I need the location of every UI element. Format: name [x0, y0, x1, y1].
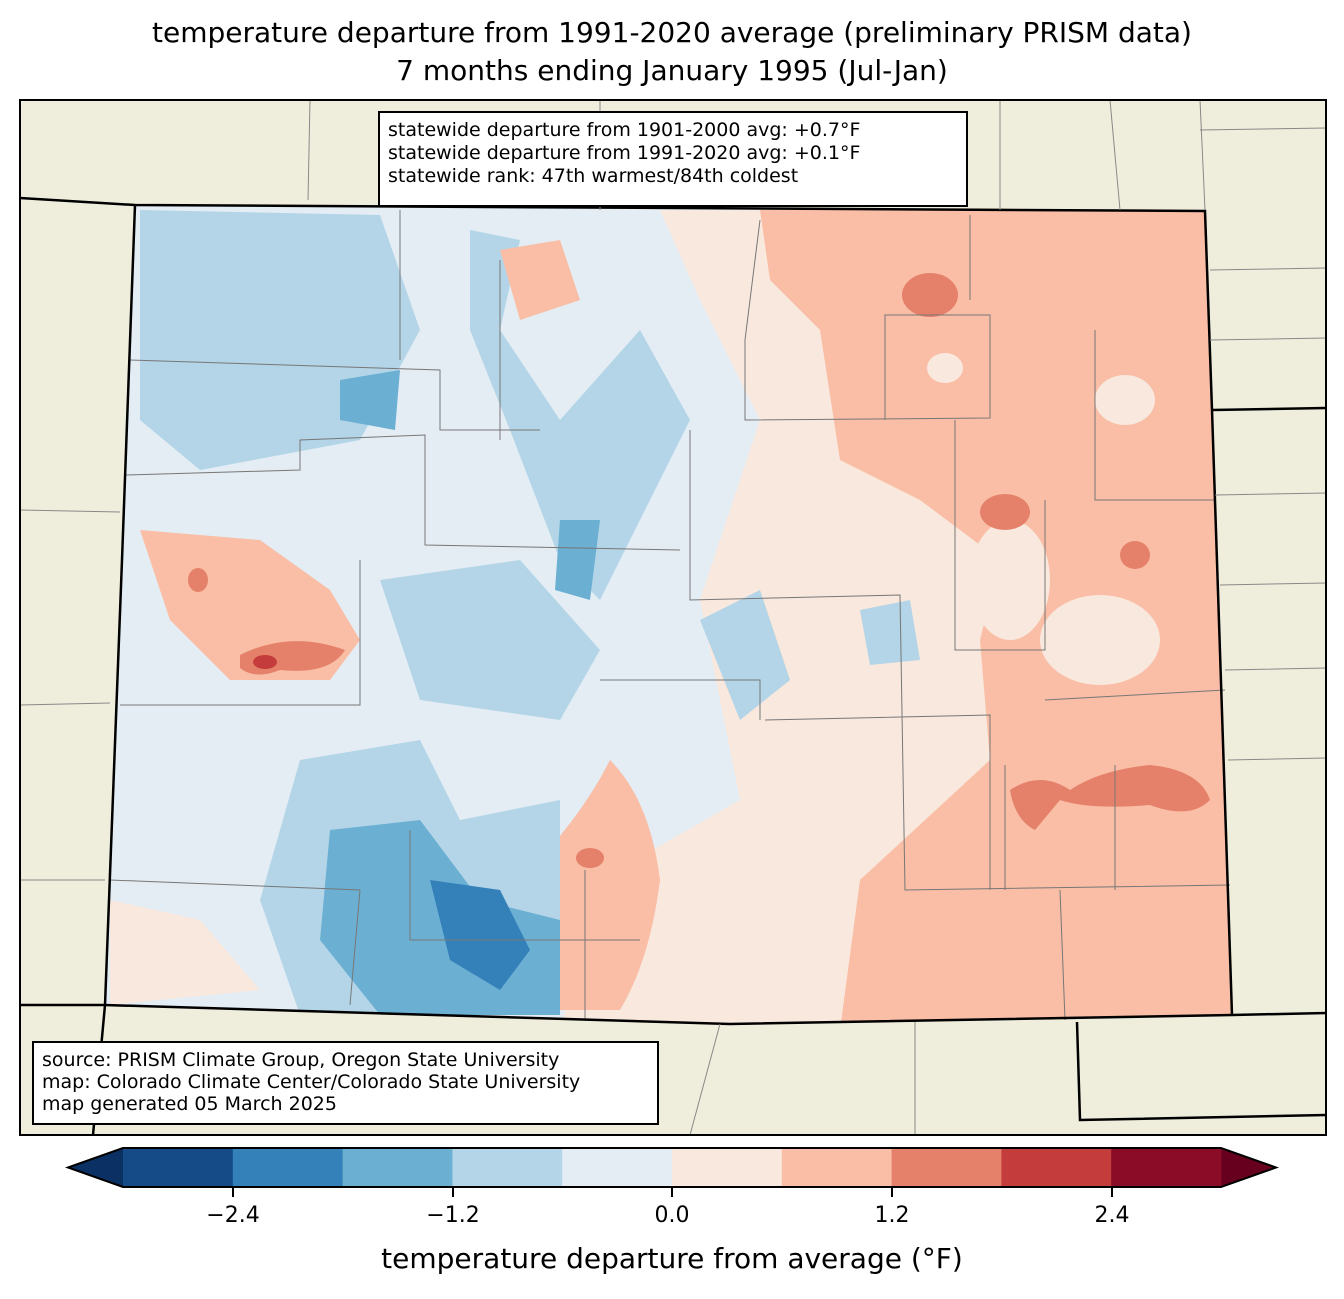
colorbar-bin [1111, 1148, 1222, 1187]
colorbar-tick [891, 1188, 893, 1197]
colorbar [65, 1147, 1279, 1188]
colorbar-tick [1111, 1188, 1113, 1197]
map-subtitle: 7 months ending January 1995 (Jul-Jan) [396, 54, 948, 87]
colorbar-bin [452, 1148, 563, 1187]
colorbar-outline [65, 1147, 1279, 1188]
stats-line-1991-2020: statewide departure from 1991-2020 avg: … [388, 142, 861, 164]
statewide-stats-box: statewide departure from 1901-2000 avg: … [378, 111, 968, 207]
colorbar-bin [562, 1148, 673, 1187]
stats-line-rank: statewide rank: 47th warmest/84th coldes… [388, 165, 799, 187]
colorbar-tick [232, 1188, 234, 1197]
source-line-prism: source: PRISM Climate Group, Oregon Stat… [42, 1049, 560, 1071]
colorbar-bin [342, 1148, 453, 1187]
map-title: temperature departure from 1991-2020 ave… [152, 16, 1192, 49]
county-boundaries [109, 210, 1231, 1021]
colorbar-tick-label: −1.2 [426, 1203, 480, 1228]
colorbar-bin [232, 1148, 344, 1187]
colorbar-under-extension [68, 1148, 123, 1187]
colorbar-tick [671, 1188, 673, 1197]
source-line-map: map: Colorado Climate Center/Colorado St… [42, 1071, 581, 1093]
colorbar-bin [1001, 1148, 1112, 1187]
temperature-field [105, 205, 1232, 1024]
colorbar-bin [672, 1148, 783, 1187]
source-box: source: PRISM Climate Group, Oregon Stat… [32, 1041, 659, 1125]
colorbar-bin [781, 1148, 893, 1187]
colorbar-tick-label: 0.0 [654, 1203, 690, 1228]
stats-line-1901-2000: statewide departure from 1901-2000 avg: … [388, 119, 861, 141]
colorbar-tick [452, 1188, 454, 1197]
colorbar-over-extension [1221, 1148, 1276, 1187]
map-frame [19, 99, 1327, 1136]
colorbar-tick-label: −2.4 [206, 1203, 260, 1228]
colorbar-tick-label: 2.4 [1094, 1203, 1130, 1228]
source-line-generated: map generated 05 March 2025 [42, 1093, 337, 1115]
colorbar-bin [891, 1148, 1002, 1187]
colorbar-label: temperature departure from average (°F) [381, 1242, 963, 1275]
colorbar-tick-label: 1.2 [874, 1203, 910, 1228]
colorbar-bin [123, 1148, 234, 1187]
